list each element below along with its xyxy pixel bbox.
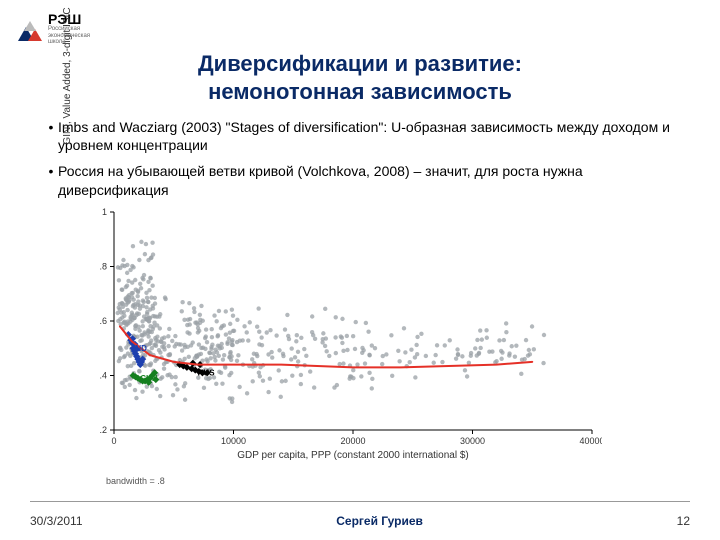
bullet-dot-icon: • xyxy=(44,162,58,198)
nes-logo-icon xyxy=(18,17,44,41)
svg-text:CHN: CHN xyxy=(140,374,158,383)
bullet-dot-icon: • xyxy=(44,118,58,154)
y-axis-label: GINI, Value Added, 3-digit ISIC xyxy=(62,0,73,206)
title-line-1: Диверсификации и развитие: xyxy=(0,50,720,78)
svg-text:IND: IND xyxy=(133,344,147,353)
svg-text:.2: .2 xyxy=(99,425,107,435)
svg-text:.8: .8 xyxy=(99,262,107,272)
bullet-item: • Imbs and Wacziarg (2003) "Stages of di… xyxy=(44,118,676,154)
bullet-list: • Imbs and Wacziarg (2003) "Stages of di… xyxy=(44,118,676,207)
slide-footer: 30/3/2011 Сергей Гуриев 12 xyxy=(30,514,690,528)
svg-text:30000: 30000 xyxy=(460,436,485,446)
logo: РЭШ Российская экономическая школа xyxy=(18,12,90,46)
bullet-text: Россия на убывающей ветви кривой (Volchk… xyxy=(58,162,676,198)
footer-divider xyxy=(30,501,690,502)
scatter-chart: 0 10000 20000 30000 40000 .2 .4 .6 .8 1 GDP per ca… xyxy=(82,206,602,466)
title-line-2: немонотонная зависимость xyxy=(0,78,720,106)
footer-author: Сергей Гуриев xyxy=(336,514,423,528)
svg-text:.4: .4 xyxy=(99,371,107,381)
svg-text:1: 1 xyxy=(102,207,107,217)
svg-text:RUS: RUS xyxy=(198,369,216,378)
footer-page: 12 xyxy=(677,514,690,528)
bullet-text: Imbs and Wacziarg (2003) "Stages of dive… xyxy=(58,118,676,154)
svg-text:20000: 20000 xyxy=(340,436,365,446)
svg-text:40000: 40000 xyxy=(579,436,602,446)
bullet-item: • Россия на убывающей ветви кривой (Volc… xyxy=(44,162,676,198)
svg-text:.6: .6 xyxy=(99,316,107,326)
chart-footnote: bandwidth = .8 xyxy=(106,476,165,486)
slide-title: Диверсификации и развитие: немонотонная … xyxy=(0,50,720,105)
svg-text:GDP per capita, PPP (constant: GDP per capita, PPP (constant 2000 inter… xyxy=(237,450,468,461)
footer-date: 30/3/2011 xyxy=(30,514,83,528)
svg-text:0: 0 xyxy=(111,436,116,446)
svg-text:10000: 10000 xyxy=(221,436,246,446)
